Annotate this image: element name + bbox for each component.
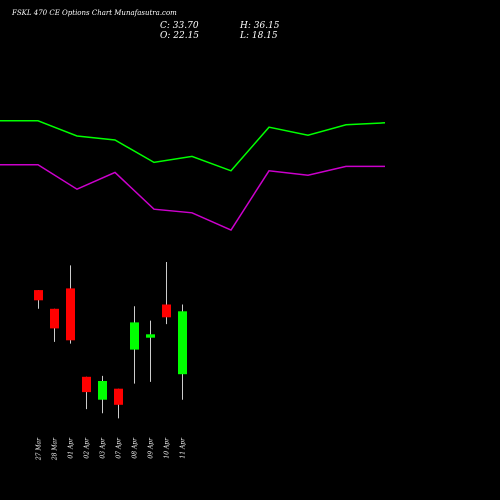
chart-title: FSKL 470 CE Options Chart Munafasutra.co… [11,9,177,17]
x-axis-labels: 27 Mar 28 Mar 01 Apr 02 Apr 03 Apr 07 Apr 08 A… [36,437,187,461]
x-axis-label: 11 Apr [180,437,187,459]
x-axis-label: 09 Apr [148,437,155,459]
candle-body [178,311,187,375]
x-axis-label: 08 Apr [132,437,139,459]
x-axis-label: 27 Mar [36,437,43,461]
x-axis-label: 07 Apr [116,437,123,459]
indicator-line-2 [0,164,385,231]
candle-body [130,322,139,350]
x-axis-label: 01 Apr [68,437,75,459]
x-axis-label: 02 Apr [84,437,91,459]
x-axis-label: 03 Apr [100,437,107,459]
close-value: C: 33.70 [160,21,199,31]
candle-body [146,334,155,338]
candle-body [34,290,43,301]
low-value: L: 18.15 [239,31,278,41]
x-axis-label: 28 Mar [52,437,59,461]
indicator-lines [0,120,386,231]
x-axis-label: 10 Apr [164,437,171,459]
indicator-line-1 [0,120,386,172]
candle-body [162,304,171,318]
open-value: O: 22.15 [160,31,199,41]
candle-body [114,388,123,405]
high-value: H: 36.15 [239,21,280,31]
candle-body [50,308,59,329]
candle-body [98,381,107,400]
candle-body [66,288,75,341]
candlesticks [34,262,187,419]
candle-body [82,376,91,393]
